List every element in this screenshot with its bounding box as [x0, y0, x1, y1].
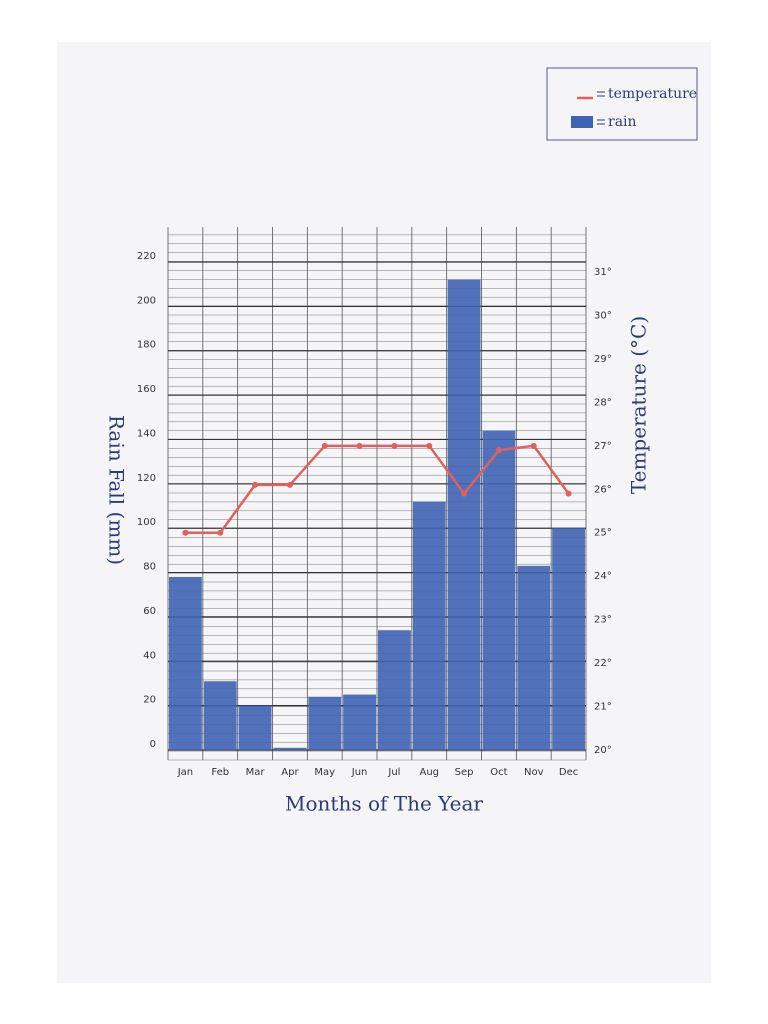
- bar: [482, 430, 516, 750]
- bar: [517, 565, 551, 750]
- x-tick-label: Oct: [490, 767, 507, 778]
- x-tick-label: Jun: [351, 767, 368, 778]
- point: [565, 490, 572, 497]
- bar: [238, 705, 272, 750]
- bar: [203, 681, 237, 750]
- y-axis-title: Rain Fall (mm): [105, 415, 129, 565]
- bar: [308, 696, 342, 750]
- x-tick-label: Nov: [524, 767, 544, 778]
- y2-tick-label: 24°: [594, 571, 612, 582]
- y2-axis-title: Temperature (°C): [627, 316, 651, 494]
- point: [356, 442, 363, 449]
- point: [286, 481, 293, 488]
- y2-tick-label: 21°: [594, 702, 612, 713]
- line: [185, 444, 570, 534]
- x-axis-title: Months of The Year: [285, 792, 483, 816]
- y-tick-label: 100: [137, 517, 156, 528]
- point: [495, 447, 502, 454]
- point: [217, 529, 224, 536]
- x-tick-label: May: [314, 767, 335, 778]
- legend-swatch: [571, 116, 593, 128]
- y2-tick-label: 28°: [594, 397, 612, 408]
- y-tick-label: 140: [137, 428, 156, 439]
- x-tick-label: Apr: [281, 767, 299, 778]
- y-tick-label: 40: [143, 650, 156, 661]
- y2-tick-label: 31°: [594, 267, 612, 278]
- y2-tick-label: 20°: [594, 745, 612, 756]
- y2-tick-label: 26°: [594, 484, 612, 495]
- y-tick-label: 200: [137, 295, 156, 306]
- point: [461, 490, 468, 497]
- bar: [169, 576, 202, 750]
- y2-tick-label: 27°: [594, 441, 612, 452]
- point: [321, 442, 328, 449]
- point: [252, 481, 259, 488]
- x-tick-label: Feb: [211, 767, 229, 778]
- y-tick-label: 0: [150, 739, 156, 750]
- legend-label: temperature: [608, 86, 697, 102]
- x-tick-label: Jan: [177, 767, 193, 778]
- y-tick-label: 20: [143, 695, 156, 706]
- y-tick-label: 180: [137, 340, 156, 351]
- y-tick-label: 220: [137, 251, 156, 262]
- x-tick-label: Dec: [559, 767, 578, 778]
- y2-tick-label: 25°: [594, 528, 612, 539]
- y2-tick-label: 22°: [594, 658, 612, 669]
- y2-tick-label: 30°: [594, 310, 612, 321]
- y-tick-label: 80: [143, 562, 156, 573]
- x-tick-label: Mar: [246, 767, 266, 778]
- y2-tick-label: 23°: [594, 615, 612, 626]
- bar: [447, 279, 481, 750]
- bar: [378, 630, 411, 750]
- y-tick-label: 120: [137, 473, 156, 484]
- y-tick-label: 160: [137, 384, 156, 395]
- x-tick-label: Sep: [455, 767, 474, 778]
- y2-tick-label: 29°: [594, 354, 612, 365]
- bar: [273, 747, 307, 750]
- point: [426, 442, 433, 449]
- y-tick-label: 60: [143, 606, 156, 617]
- x-tick-label: Aug: [419, 767, 439, 778]
- bar: [412, 501, 446, 750]
- point: [182, 529, 189, 536]
- legend-box: [546, 67, 698, 141]
- point: [530, 442, 537, 449]
- point: [391, 442, 398, 449]
- bar: [343, 694, 376, 750]
- legend-label: rain: [608, 114, 637, 130]
- bar: [552, 528, 585, 750]
- paper: [57, 42, 711, 983]
- x-tick-label: Jul: [387, 767, 400, 778]
